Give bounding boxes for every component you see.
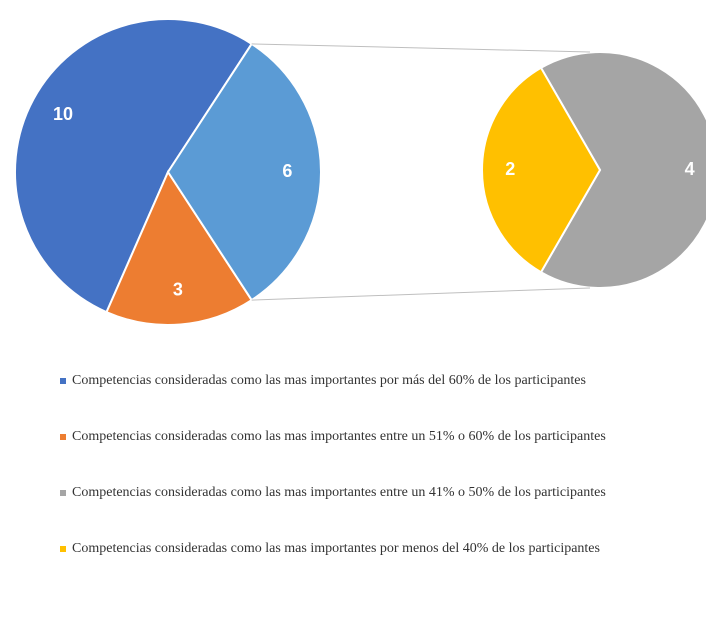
data-label: 4	[685, 159, 695, 179]
legend-swatch	[60, 490, 66, 496]
legend-swatch	[60, 546, 66, 552]
legend-label: Competencias consideradas como las mas i…	[72, 485, 606, 500]
data-label: 10	[53, 104, 73, 124]
connector	[251, 43, 591, 53]
legend-label: Competencias consideradas como las mas i…	[72, 541, 600, 556]
legend-item: Competencias consideradas como las mas i…	[60, 428, 660, 484]
legend-item: Competencias consideradas como las mas i…	[60, 540, 660, 596]
pie-slice	[14, 18, 254, 314]
data-label: 2	[505, 159, 515, 179]
legend-item: Competencias consideradas como las mas i…	[60, 484, 660, 540]
pie-slice	[481, 66, 602, 274]
legend-swatch	[60, 378, 66, 384]
connector	[251, 287, 591, 301]
data-label: 3	[173, 280, 183, 300]
pie-slice	[539, 51, 706, 289]
data-label: 6	[282, 161, 292, 181]
pie-slice	[105, 169, 254, 326]
legend: Competencias consideradas como las mas i…	[60, 372, 660, 596]
legend-label: Competencias consideradas como las mas i…	[72, 429, 606, 444]
legend-swatch	[60, 434, 66, 440]
legend-label: Competencias consideradas como las mas i…	[72, 373, 586, 388]
chart: 10 3 6 4 2	[14, 18, 706, 326]
pie-slice	[166, 42, 322, 302]
legend-item: Competencias consideradas como las mas i…	[60, 372, 660, 428]
